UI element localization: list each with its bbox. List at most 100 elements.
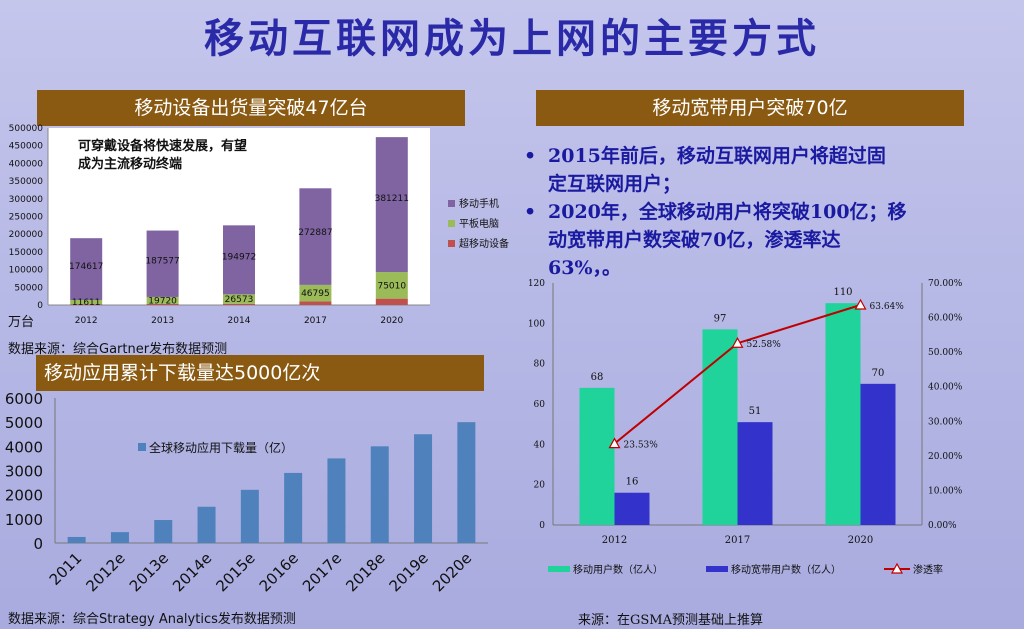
chart1-legend-swatch: [448, 200, 455, 207]
chart2-y-tick-label: 1000: [5, 511, 43, 529]
chart1-data-label: 194972: [222, 252, 256, 262]
chart1-y-tick-label: 450000: [9, 142, 44, 152]
chart2-y-tick-label: 3000: [5, 463, 43, 481]
chart1-data-label: 381211: [375, 194, 409, 204]
chart1-x-tick-label: 2013: [151, 316, 174, 326]
chart3-bar-mobile: [702, 329, 738, 525]
chart2-y-tick-label: 5000: [5, 414, 43, 432]
chart2-x-tick-label: 2015e: [212, 549, 258, 595]
source-strategy-analytics: 数据来源：综合Strategy Analytics发布数据预测: [8, 612, 296, 627]
chart3-right-tick-label: 60.00%: [928, 314, 963, 324]
chart1-bar-segment: [146, 230, 179, 297]
chart1-y-tick-label: 200000: [9, 230, 44, 240]
chart1-bar-segment: [146, 296, 179, 304]
chart1-x-tick-label: 2020: [380, 316, 403, 326]
chart1-bar-segment: [375, 298, 408, 305]
chart1-data-label: 174617: [69, 262, 103, 272]
chart3-legend-swatch: [706, 566, 728, 572]
page-title: 移动互联网成为上网的主要方式: [204, 15, 820, 62]
chart3-data-label: 68: [591, 372, 604, 383]
chart3-rate-marker: [854, 298, 867, 310]
banner-app-downloads: 移动应用累计下载量达5000亿次: [36, 355, 484, 391]
chart1-data-label: 187577: [145, 256, 179, 266]
chart3-legend-marker: [890, 562, 904, 574]
banner-broadband-users: 移动宽带用户突破70亿: [536, 90, 964, 126]
chart2-bar: [67, 536, 86, 543]
chart3-legend-label: 移动宽带用户数（亿人）: [731, 563, 841, 576]
chart1-data-label: 272887: [298, 228, 332, 238]
chart2-x-tick-label: 2017e: [299, 549, 345, 595]
chart3-x-tick-label: 2020: [848, 535, 873, 546]
chart1-unit-label: 万台: [8, 315, 34, 330]
chart1-y-tick-label: 400000: [9, 159, 44, 169]
source-gartner: 数据来源：综合Gartner发布数据预测: [8, 342, 228, 357]
chart3-right-tick-label: 0.00%: [928, 521, 957, 531]
chart1-bar-segment: [375, 272, 408, 299]
chart2-x-tick-label: 2019e: [386, 549, 432, 595]
chart1-x-tick-label: 2012: [75, 316, 98, 326]
chart2-bar: [284, 472, 303, 543]
chart1-bar-segment: [70, 304, 103, 305]
chart1-y-tick-label: 250000: [9, 213, 44, 223]
chart3-x-tick-label: 2017: [725, 535, 750, 546]
chart1-x-tick-label: 2017: [304, 316, 327, 326]
chart3-left-tick-label: 40: [534, 440, 546, 450]
chart1-y-tick-label: 350000: [9, 177, 44, 187]
bullet-item: 2020年，全球移动用户将突破100亿；移 动宽带用户数突破70亿，渗透率达 6…: [520, 198, 970, 282]
chart1-data-label: 75010: [377, 281, 406, 291]
chart1-legend-label: 超移动设备: [459, 237, 509, 250]
chart2-y-tick-label: 0: [33, 535, 43, 553]
chart2-bar: [154, 520, 173, 543]
chart3-rate-marker: [608, 437, 621, 449]
chart3-left-tick-label: 80: [534, 360, 546, 370]
chart1-data-label: 11611: [72, 298, 101, 308]
chart3-legend-swatch: [548, 566, 570, 572]
chart1-note: 成为主流移动终端: [78, 156, 182, 172]
chart3-data-label: 16: [626, 477, 639, 488]
chart2-y-tick-label: 6000: [5, 390, 43, 408]
chart3-bar-broadband: [860, 383, 896, 525]
chart3-legend-label: 移动用户数（亿人）: [573, 563, 663, 576]
chart2-y-tick-label: 4000: [5, 438, 43, 456]
chart2-x-tick-label: 2020e: [429, 549, 475, 595]
broadband-bullets: 2015年前后，移动互联网用户将超过固 定互联网用户； 2020年，全球移动用户…: [520, 142, 970, 282]
chart1-bar-segment: [299, 301, 332, 305]
chart2-bar: [327, 458, 346, 543]
banner-device-shipments: 移动设备出货量突破47亿台: [37, 90, 465, 126]
chart3-rate-label: 52.58%: [747, 340, 782, 350]
chart2-bar: [457, 422, 476, 543]
chart3-rate-label: 23.53%: [624, 441, 659, 451]
chart2-bar: [414, 434, 433, 543]
chart3-left-tick-label: 100: [528, 319, 545, 329]
chart1-bar-segment: [70, 238, 103, 301]
chart2-x-tick-label: 2012e: [83, 549, 129, 595]
chart1-data-label: 26573: [225, 295, 254, 305]
chart3-bar-mobile: [825, 303, 861, 525]
chart1-y-tick-label: 100000: [9, 266, 44, 276]
chart2-legend-label: 全球移动应用下载量（亿）: [149, 440, 293, 455]
chart1-y-tick-label: 50000: [14, 283, 43, 293]
chart2-bar: [240, 489, 259, 543]
chart1-x-tick-label: 2014: [228, 316, 251, 326]
chart2-x-tick-label: 2011: [46, 549, 86, 589]
chart3-bar-broadband: [737, 422, 773, 525]
chart1-bar-segment: [299, 188, 332, 285]
chart2-x-tick-label: 2013e: [126, 549, 172, 595]
source-gsma: 来源：在GSMA预测基础上推算: [578, 613, 763, 628]
chart3-left-tick-label: 0: [539, 521, 545, 531]
chart3-data-label: 110: [833, 287, 852, 298]
chart1-legend-swatch: [448, 220, 455, 227]
chart1-bar-segment: [223, 294, 255, 304]
chart3-right-tick-label: 10.00%: [928, 486, 963, 496]
chart2-x-tick-label: 2018e: [342, 549, 388, 595]
chart2-y-tick-label: 2000: [5, 487, 43, 505]
chart1-bar-segment: [299, 284, 332, 302]
chart1-data-label: 19720: [148, 296, 177, 306]
chart3-rate-marker: [731, 336, 744, 348]
chart1-bar-segment: [146, 303, 179, 305]
bullet-item: 2015年前后，移动互联网用户将超过固 定互联网用户；: [520, 142, 970, 198]
chart1-bar-segment: [375, 137, 408, 273]
chart3-right-tick-label: 20.00%: [928, 452, 963, 462]
chart3-rate-line: [613, 304, 861, 445]
chart3-left-tick-label: 20: [534, 481, 546, 491]
